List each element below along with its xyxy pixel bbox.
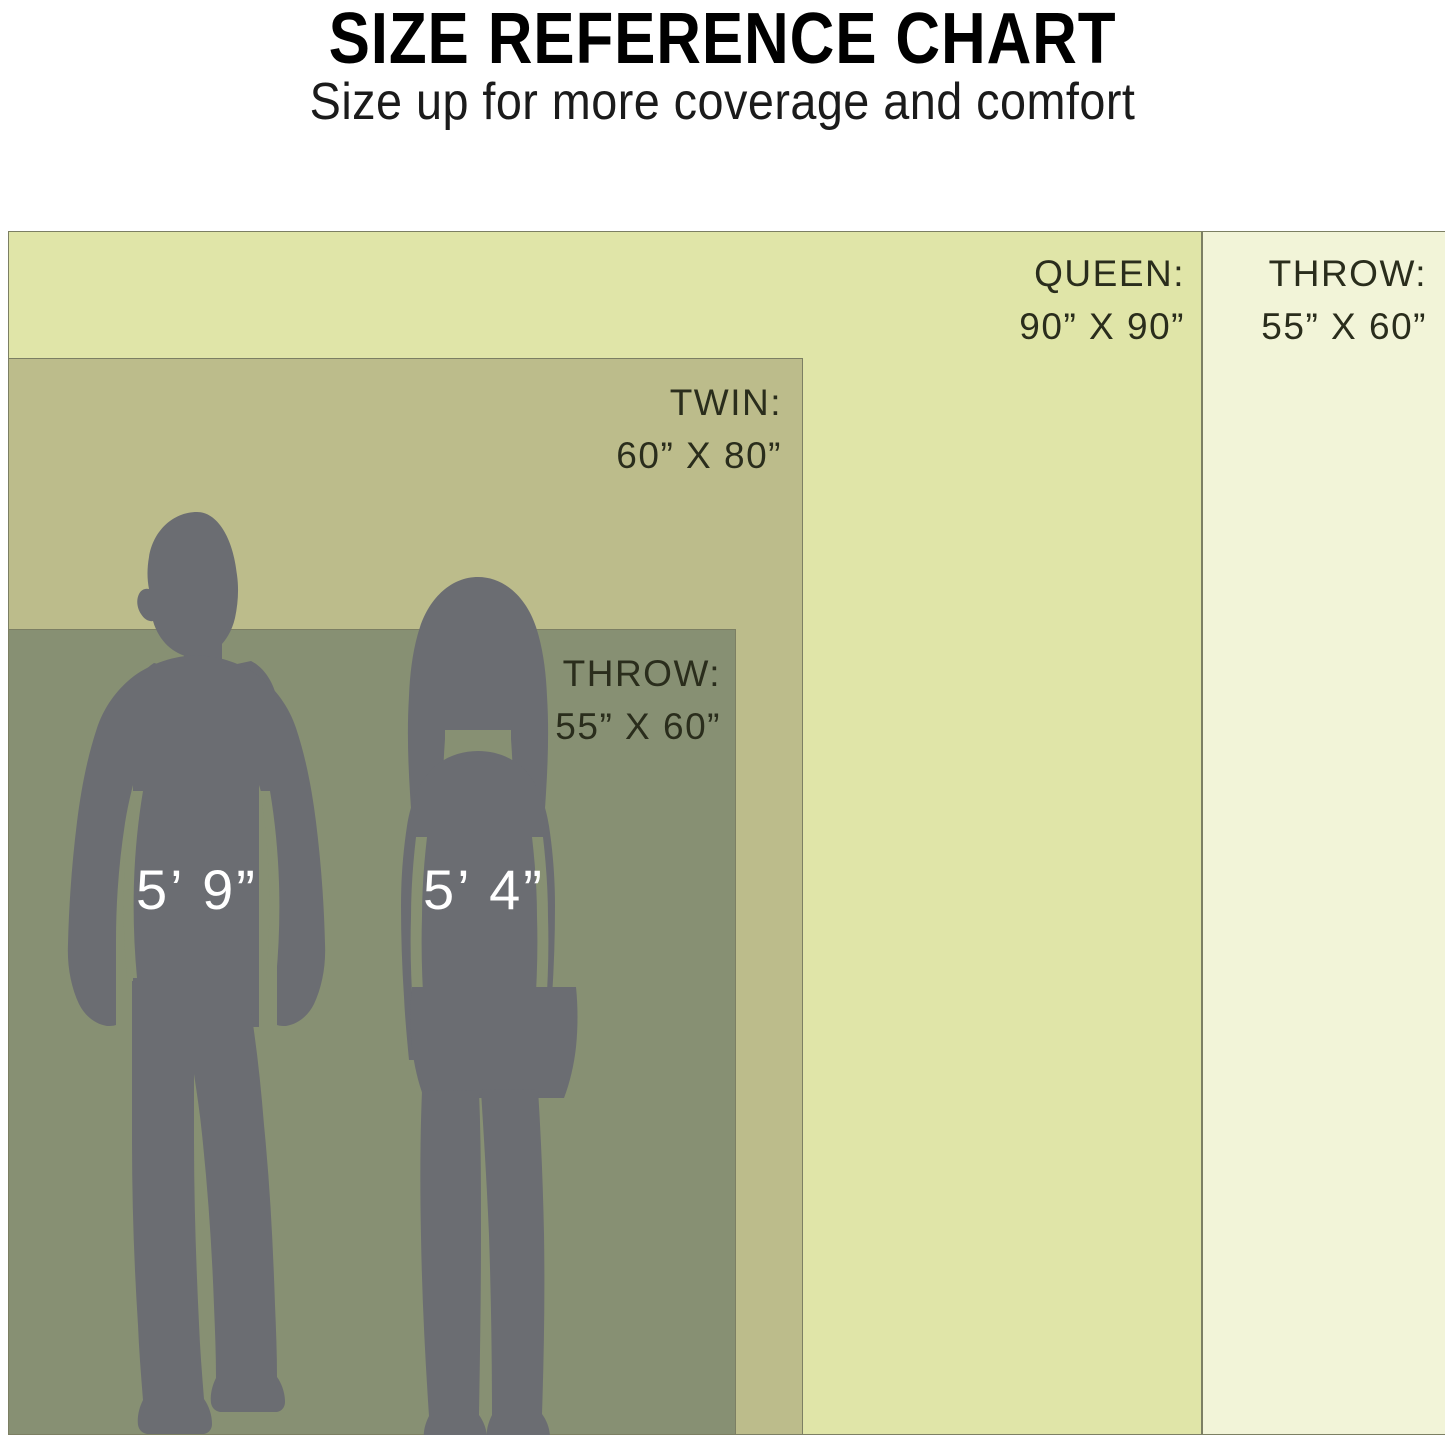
height-label-male: 5’ 9” <box>136 858 258 921</box>
size-label-throw: THROW: 55” X 60” <box>9 648 721 753</box>
size-name-twin: TWIN: <box>669 382 782 423</box>
size-name-throw: THROW: <box>562 653 721 694</box>
size-name-king: THROW: <box>1268 253 1427 294</box>
size-block-king[interactable]: THROW: 55” X 60” <box>1202 231 1445 1435</box>
size-dimensions-throw: 55” X 60” <box>555 705 721 747</box>
size-block-throw[interactable]: THROW: 55” X 60” <box>8 629 736 1435</box>
size-label-king: THROW: 55” X 60” <box>1261 248 1427 353</box>
size-label-twin: TWIN: 60” X 80” <box>9 377 782 482</box>
height-label-female: 5’ 4” <box>423 858 545 921</box>
page-subtitle: Size up for more coverage and comfort <box>309 73 1136 131</box>
size-name-queen: QUEEN: <box>1034 253 1185 294</box>
size-label-queen: QUEEN: 90” X 90” <box>9 248 1185 353</box>
size-dimensions-twin: 60” X 80” <box>616 434 782 476</box>
size-dimensions-king: 55” X 60” <box>1261 305 1427 347</box>
chart-header: SIZE REFERENCE CHART Size up for more co… <box>0 0 1445 231</box>
size-dimensions-queen: 90” X 90” <box>1019 305 1185 347</box>
page-title: SIZE REFERENCE CHART <box>328 0 1117 79</box>
